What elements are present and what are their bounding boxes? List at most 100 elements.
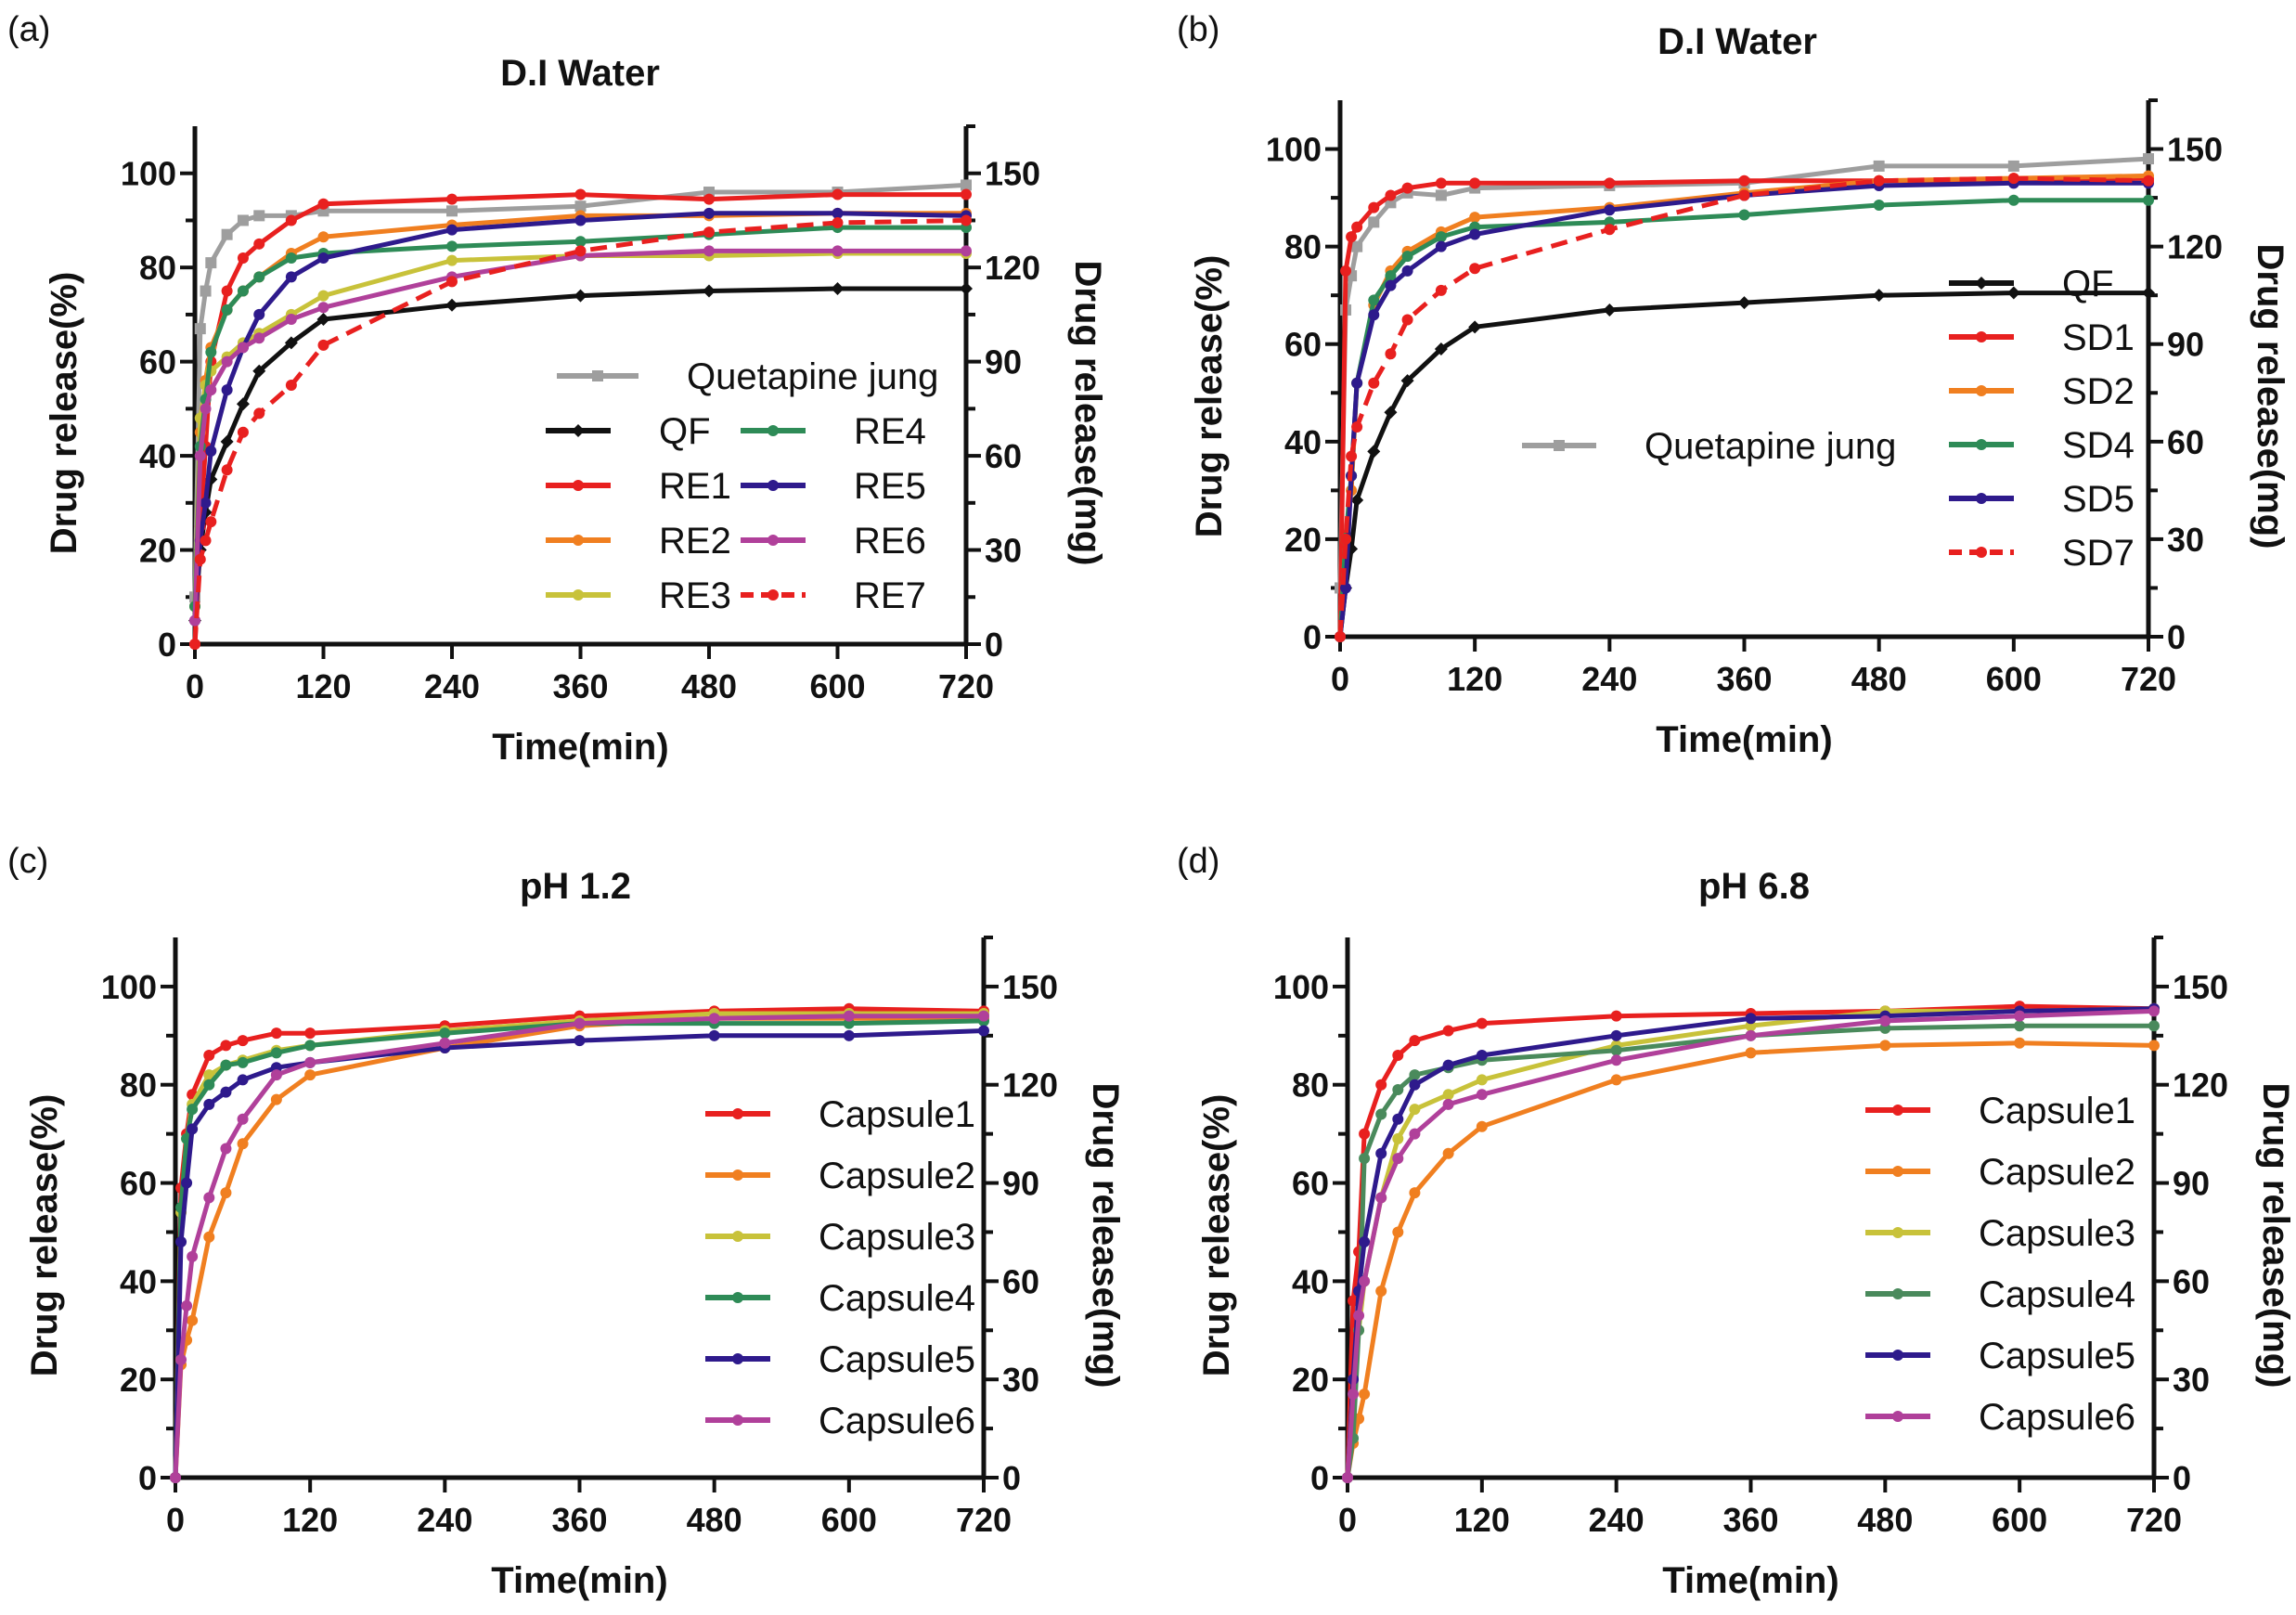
data-point (1384, 406, 1398, 420)
data-point (285, 214, 297, 226)
legend-item: SD5 (1949, 479, 2135, 520)
x-tick-label: 720 (2121, 660, 2176, 698)
x-axis-label: Time(min) (491, 1560, 667, 1601)
y-right-tick-label: 60 (2167, 423, 2204, 461)
data-point (574, 200, 587, 213)
legend-label: QF (659, 411, 711, 452)
panel-label: (a) (7, 10, 50, 49)
y-tick-label: 40 (120, 1262, 157, 1300)
y-tick-label: 80 (120, 1066, 157, 1105)
legend-item: Capsule5 (705, 1339, 975, 1380)
data-point (1409, 1128, 1421, 1140)
data-point (170, 1472, 181, 1483)
data-point (1351, 421, 1363, 433)
data-point (285, 271, 297, 283)
data-point (1359, 1389, 1371, 1401)
legend-marker (732, 1353, 743, 1364)
data-point (237, 252, 249, 265)
series-line (1337, 180, 2148, 638)
x-tick-label: 480 (1857, 1501, 1913, 1539)
data-point (1745, 1029, 1757, 1041)
y-tick-label: 0 (138, 1459, 157, 1497)
data-point (220, 1040, 232, 1052)
data-point (1469, 263, 1481, 275)
series-capsule6 (170, 1010, 989, 1483)
series-line (1337, 291, 2148, 638)
legend-marker (573, 589, 584, 601)
data-point (203, 1049, 215, 1061)
y-tick-label: 100 (101, 968, 157, 1006)
data-point (446, 205, 458, 217)
series-sd5 (1335, 177, 2154, 642)
x-tick-label: 240 (1581, 660, 1637, 698)
y-right-tick-label: 120 (2173, 1066, 2228, 1105)
chart-title: pH 6.8 (1698, 866, 1810, 907)
legend-marker (1892, 1411, 1903, 1422)
y-tick-label: 100 (1266, 131, 1322, 169)
data-point (843, 1010, 855, 1022)
legend-label: SD2 (2062, 371, 2135, 412)
legend-item: Capsule5 (1865, 1336, 2135, 1376)
x-tick-label: 600 (1986, 660, 2042, 698)
data-point (1872, 289, 1886, 303)
data-point (1610, 1044, 1622, 1056)
data-point (237, 285, 249, 297)
y-tick-label: 60 (139, 343, 176, 381)
data-point (316, 312, 330, 326)
data-point (189, 639, 200, 650)
y-right-tick-label: 120 (1002, 1066, 1058, 1105)
data-point (574, 1035, 586, 1047)
data-point (304, 1069, 316, 1081)
legend-label: RE2 (659, 521, 731, 562)
data-point (1401, 251, 1413, 263)
legend-marker (767, 535, 779, 546)
y-axis-label: Drug release(%) (44, 272, 84, 555)
legend-item: Capsule1 (705, 1094, 975, 1135)
data-point (2007, 194, 2019, 206)
series-line (1337, 173, 2149, 638)
data-point (187, 1104, 199, 1116)
data-point (1435, 177, 1447, 189)
data-point (200, 285, 212, 297)
x-tick-label: 120 (282, 1501, 338, 1539)
y-right-tick-label: 60 (2173, 1262, 2210, 1300)
data-point (703, 284, 716, 298)
data-point (1368, 216, 1380, 228)
data-point (1368, 377, 1380, 389)
y-tick-label: 40 (1284, 423, 1322, 461)
legend-label: SD7 (2062, 533, 2135, 574)
series-line (192, 211, 967, 621)
y-tick-label: 0 (158, 626, 176, 664)
data-point (1392, 1226, 1404, 1238)
data-point (832, 207, 844, 219)
data-point (1604, 177, 1616, 189)
legend-item: Quetapine jung (1522, 426, 1896, 467)
x-tick-label: 0 (1338, 1501, 1357, 1539)
data-point (1442, 1025, 1454, 1037)
legend-label: Capsule4 (819, 1278, 975, 1319)
data-point (1476, 1074, 1488, 1086)
legend-item: RE2 (546, 521, 731, 562)
data-point (237, 1074, 249, 1086)
data-point (220, 1187, 232, 1199)
data-point (252, 364, 266, 378)
series-re7 (189, 214, 972, 650)
data-point (446, 276, 458, 288)
data-point (221, 304, 233, 316)
data-point (843, 1029, 855, 1041)
series-line (192, 286, 966, 621)
data-point (194, 450, 206, 462)
data-point (832, 188, 844, 200)
y-tick-label: 80 (1284, 228, 1322, 266)
series-line (1337, 175, 2149, 638)
series-line (192, 225, 966, 607)
legend-marker (732, 1108, 743, 1119)
legend-item: Capsule2 (1865, 1152, 2135, 1193)
data-point (1737, 296, 1751, 310)
data-point (446, 240, 458, 252)
legend-marker (1892, 1288, 1903, 1299)
legend-item: RE1 (546, 466, 731, 507)
data-point (253, 210, 265, 222)
